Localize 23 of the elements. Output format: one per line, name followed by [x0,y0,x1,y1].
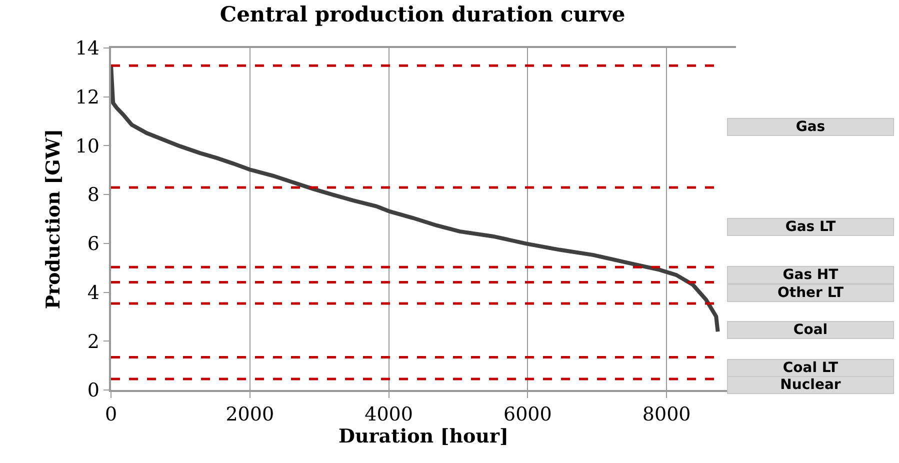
y-tick-label: 0 [87,380,100,402]
y-tick-label: 12 [75,86,100,109]
label-tab: Coal LT [727,359,894,378]
label-tab: Gas LT [727,218,894,236]
label-tab: Gas [727,118,894,136]
label-tab: Other LT [727,284,894,302]
y-tick-label: 10 [75,135,100,158]
x-tick-label: 4000 [364,404,413,426]
label-tab: Nuclear [727,376,894,394]
x-tick-label: 2000 [226,404,274,426]
label-tab: Coal [727,321,894,340]
y-tick-label: 14 [75,38,100,60]
x-tick-label: 8000 [642,404,691,426]
x-tick-label: 6000 [503,404,552,426]
label-tab: Gas HT [727,266,894,284]
y-tick-label: 4 [87,282,100,304]
y-tick-label: 8 [87,184,100,206]
x-axis-title: Duration [hour] [338,426,508,448]
x-tick-label: 0 [104,404,118,426]
y-tick-label: 6 [87,233,100,256]
y-tick-label: 2 [87,330,100,353]
chart-title: Central production duration curve [220,2,626,27]
y-axis-title: Production [GW] [42,128,65,310]
